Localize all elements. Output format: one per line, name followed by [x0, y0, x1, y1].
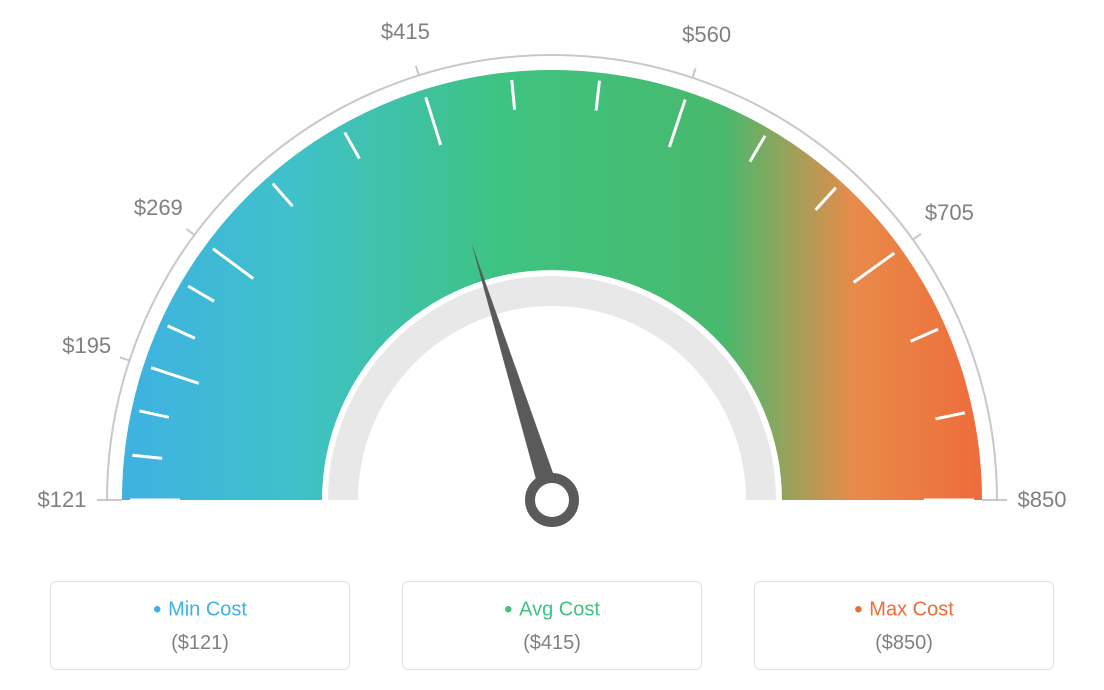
gauge-tick-label: $560 — [682, 22, 731, 48]
legend-max-label: Max Cost — [869, 598, 953, 620]
legend-min-value: ($121) — [71, 632, 329, 655]
legend-avg-value: ($415) — [423, 632, 681, 655]
gauge-tick-label: $269 — [134, 195, 183, 221]
gauge-tick-label: $195 — [62, 333, 111, 359]
gauge-chart: $121 $195 $269 $415 $560 $705 $850 — [0, 0, 1104, 560]
legend-min-label: Min Cost — [168, 598, 247, 620]
legend-max-value: ($850) — [775, 632, 1033, 655]
legend-avg-label: Avg Cost — [519, 598, 600, 620]
legend-row: Min Cost ($121) Avg Cost ($415) Max Cost… — [0, 581, 1104, 670]
gauge-tick-label: $121 — [38, 487, 87, 513]
legend-max: Max Cost ($850) — [754, 581, 1054, 670]
legend-min: Min Cost ($121) — [50, 581, 350, 670]
cost-gauge-container: $121 $195 $269 $415 $560 $705 $850 Min Cost ($… — [0, 0, 1104, 690]
gauge-tick-label: $415 — [381, 19, 430, 45]
gauge-tick-label: $705 — [925, 200, 974, 226]
legend-avg: Avg Cost ($415) — [402, 581, 702, 670]
gauge-tick-label: $850 — [1018, 487, 1067, 513]
